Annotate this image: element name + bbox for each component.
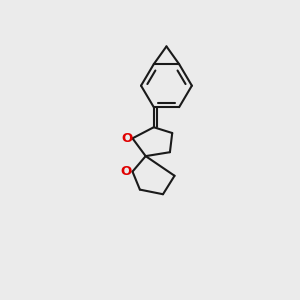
Text: O: O <box>122 132 133 145</box>
Text: O: O <box>121 165 132 178</box>
